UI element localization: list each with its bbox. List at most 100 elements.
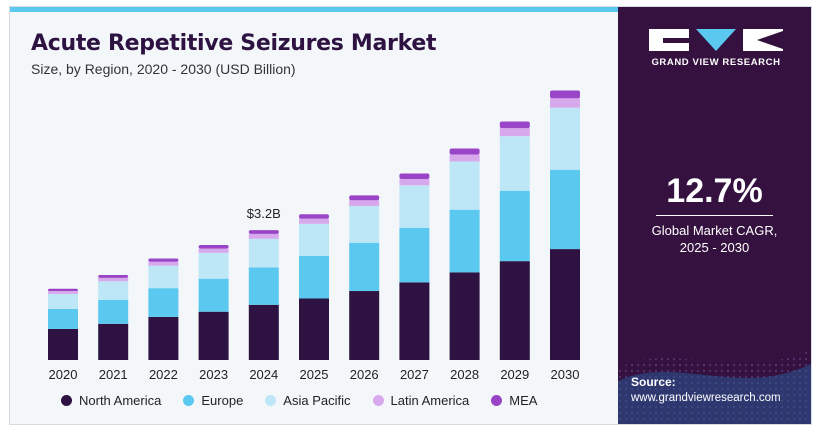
bar-segment-2023-north-america [198,311,229,360]
x-tick-label: 2029 [500,367,529,382]
legend-item: North America [61,393,161,408]
legend-label: MEA [509,393,538,408]
legend-item: Latin America [372,393,470,408]
bar-segment-2022-mea [148,258,179,262]
infographic-card: Acute Repetitive Seizures Market Size, b… [9,6,812,425]
bar-segment-2023-latin-america [198,248,229,253]
bar-segment-2030-europe [550,169,580,250]
bar-segment-2029-mea [499,121,530,129]
bar-segment-2021-mea [98,274,129,278]
bar-segment-2028-asia-pacific [449,161,480,210]
bar-segment-2026-latin-america [349,200,380,206]
source-link[interactable]: www.grandviewresearch.com [631,392,781,404]
legend-swatch [372,395,384,406]
bar-segment-2024-europe [248,267,279,305]
bar-segment-2028-europe [449,209,480,273]
bar-segment-2025-asia-pacific [299,223,329,256]
bar-segment-2027-mea [399,173,430,179]
x-tick-label: 2026 [350,367,379,382]
bar-segment-2029-latin-america [499,128,530,137]
legend-label: Europe [201,393,244,408]
bar-segment-2029-north-america [499,261,530,360]
bar-segment-2026-mea [349,195,380,201]
x-tick-label: 2022 [149,367,178,382]
bar-segment-2025-north-america [299,298,329,360]
legend-label: Latin America [390,393,470,408]
value-annotation: $3.2B [247,206,281,221]
legend-swatch [265,395,277,406]
bar-segment-2028-mea [449,148,480,155]
accent-bar [10,7,618,12]
logo-icon [641,29,791,51]
decorative-wave [618,349,811,424]
legend-swatch [183,395,195,406]
bar-segment-2027-asia-pacific [399,185,430,228]
chart-subtitle: Size, by Region, 2020 - 2030 (USD Billio… [31,61,296,77]
x-tick-label: 2030 [551,367,580,382]
bar-segment-2020-latin-america [48,291,78,294]
bar-segment-2030-north-america [550,249,580,360]
bar-segment-2022-north-america [148,316,179,360]
bar-segment-2020-north-america [48,328,78,360]
legend-swatch [491,395,503,406]
x-tick-label: 2020 [49,367,78,382]
bar-segment-2021-latin-america [98,277,129,282]
bar-segment-2025-latin-america [299,218,329,224]
bar-segment-2029-europe [499,190,530,262]
bar-segment-2020-europe [48,308,78,329]
bar-segment-2025-mea [299,214,329,219]
bar-segment-2027-latin-america [399,178,430,186]
bar-segment-2020-mea [48,288,78,292]
x-tick-label: 2023 [199,367,228,382]
brand-logo: GRAND VIEW RESEARCH [641,29,791,68]
x-tick-label: 2028 [450,367,479,382]
x-tick-label: 2027 [400,367,429,382]
source-label: Source: [631,375,676,389]
cagr-divider [656,215,773,216]
bar-segment-2024-mea [248,230,279,234]
legend-swatch [61,395,72,406]
bar-segment-2026-europe [349,242,380,292]
legend-item: Asia Pacific [265,393,351,408]
bar-segment-2026-asia-pacific [349,205,380,243]
sidebar-panel: GRAND VIEW RESEARCH 12.7% Global Market … [618,7,811,424]
bar-segment-2021-asia-pacific [98,281,129,300]
bar-segment-2022-latin-america [148,261,179,266]
bar-segment-2023-mea [198,245,229,249]
bar-segment-2030-mea [550,90,580,99]
x-tick-label: 2024 [249,367,278,382]
x-tick-label: 2025 [300,367,329,382]
chart-panel: Acute Repetitive Seizures Market Size, b… [10,7,618,424]
x-tick-label: 2021 [99,367,128,382]
bar-segment-2021-north-america [98,323,129,360]
bar-segment-2024-asia-pacific [248,238,279,268]
bar-segment-2022-asia-pacific [148,265,179,289]
bar-segment-2028-north-america [449,272,480,360]
legend-label: North America [79,393,162,408]
legend-item: Europe [183,393,243,408]
bar-segment-2024-latin-america [248,233,279,239]
bar-segment-2023-asia-pacific [198,252,229,279]
cagr-label: Global Market CAGR, 2025 - 2030 [618,222,811,256]
cagr-label-line1: Global Market CAGR, [651,223,778,238]
legend-label: Asia Pacific [283,393,351,408]
chart-legend: North America Europe Asia Pacific Latin Ame… [61,393,537,408]
cagr-value: 12.7% [666,172,763,210]
bar-segment-2028-latin-america [449,154,480,162]
bar-segment-2024-north-america [248,304,279,360]
cagr-label-line2: 2025 - 2030 [679,240,750,255]
bar-segment-2029-asia-pacific [499,136,530,191]
bar-segment-2030-latin-america [550,98,580,108]
bar-segment-2020-asia-pacific [48,293,78,309]
chart-title: Acute Repetitive Seizures Market [31,31,437,56]
bar-segment-2023-europe [198,278,229,312]
bar-segment-2027-north-america [399,282,430,360]
legend-item: MEA [491,393,537,408]
bar-segment-2025-europe [299,255,329,299]
bar-segment-2030-asia-pacific [550,107,580,170]
stacked-bar-chart: 2020 2021 2022 2023 2024 $3.2B 2025 2026 2027 202… [48,90,580,382]
bar-segment-2021-europe [98,299,129,324]
brand-name: GRAND VIEW RESEARCH [651,57,781,68]
bar-segment-2022-europe [148,288,179,317]
bar-segment-2027-europe [399,227,430,283]
